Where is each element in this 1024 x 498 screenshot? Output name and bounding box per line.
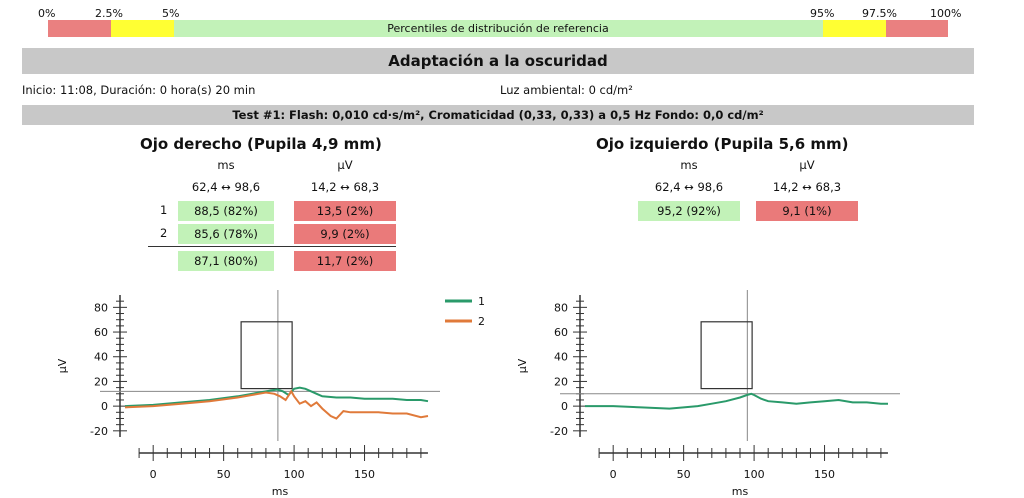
left-col-uv: µV — [799, 158, 815, 172]
pct-seg-yellow-low — [111, 20, 174, 37]
right-y-tick-label: 20 — [94, 375, 108, 388]
right-row2-ms: 85,6 (78%) — [178, 224, 274, 244]
right-y-tick-label: 40 — [94, 351, 108, 364]
right-y-tick-label: -20 — [90, 425, 108, 438]
left-x-tick-label: 50 — [677, 468, 691, 481]
right-range-ms: 62,4 ↔ 98,6 — [191, 180, 261, 194]
right-y-tick-label: 60 — [94, 326, 108, 339]
right-mean-divider — [148, 246, 396, 247]
right-x-tick-label: 50 — [217, 468, 231, 481]
right-y-axis-label: µV — [56, 358, 69, 373]
left-x-tick-label: 0 — [610, 468, 617, 481]
pct-label-5: 5% — [162, 7, 180, 20]
test-info: Test #1: Flash: 0,010 cd·s/m², Cromatici… — [22, 105, 974, 125]
pct-label-97-5: 97.5% — [862, 7, 897, 20]
right-col-uv: µV — [337, 158, 353, 172]
left-eye-title: Ojo izquierdo (Pupila 5,6 mm) — [596, 135, 849, 153]
right-x-tick-label: 100 — [284, 468, 305, 481]
left-reference-box — [700, 321, 753, 390]
left-y-tick-label: 60 — [554, 326, 568, 339]
left-row1-ms: 95,2 (92%) — [638, 201, 740, 221]
right-col-ms: ms — [217, 158, 235, 172]
pct-seg-yellow-high — [823, 20, 886, 37]
left-x-axis-label: ms — [732, 485, 749, 498]
right-x-tick-label: 150 — [354, 468, 375, 481]
left-y-tick-label: 40 — [554, 351, 568, 364]
left-y-tick-label: -20 — [550, 425, 568, 438]
pct-label-95: 95% — [810, 7, 835, 20]
left-range-ms: 62,4 ↔ 98,6 — [654, 180, 724, 194]
right-mean-uv: 11,7 (2%) — [294, 251, 396, 271]
left-y-tick-label: 20 — [554, 375, 568, 388]
right-reference-box — [240, 321, 293, 390]
page-title: Adaptación a la oscuridad — [22, 48, 974, 74]
pct-seg-red-low — [48, 20, 111, 37]
right-row-label-1: 1 — [160, 203, 168, 217]
pct-label-100: 100% — [930, 7, 962, 20]
right-row-label-2: 2 — [160, 226, 168, 240]
left-y-axis-label: µV — [516, 358, 529, 373]
right-eye-title: Ojo derecho (Pupila 4,9 mm) — [140, 135, 382, 153]
right-x-axis-label: ms — [272, 485, 289, 498]
right-y-tick-label: 0 — [101, 400, 108, 413]
ambient-light: Luz ambiental: 0 cd/m² — [500, 83, 633, 97]
left-series-1 — [585, 392, 888, 410]
right-row1-ms: 88,5 (82%) — [178, 201, 274, 221]
pct-seg-green — [174, 20, 823, 37]
start-info: Inicio: 11:08, Duración: 0 hora(s) 20 mi… — [22, 83, 256, 97]
pct-label-0: 0% — [38, 7, 56, 20]
right-x-tick-label: 0 — [150, 468, 157, 481]
left-y-tick-label: 80 — [554, 301, 568, 314]
left-row1-uv: 9,1 (1%) — [756, 201, 858, 221]
left-range-uv: 14,2 ↔ 68,3 — [772, 180, 842, 194]
right-legend-label-1: 1 — [478, 295, 485, 308]
pct-label-2-5: 2.5% — [95, 7, 123, 20]
left-y-tick-label: 0 — [561, 400, 568, 413]
right-row2-uv: 9,9 (2%) — [294, 224, 396, 244]
right-range-uv: 14,2 ↔ 68,3 — [310, 180, 380, 194]
right-series-2 — [124, 389, 429, 420]
left-col-ms: ms — [680, 158, 698, 172]
right-y-tick-label: 80 — [94, 301, 108, 314]
percentile-title: Percentiles de distribución de referenci… — [387, 22, 609, 35]
right-legend-label-2: 2 — [478, 315, 485, 328]
right-mean-ms: 87,1 (80%) — [178, 251, 274, 271]
right-row1-uv: 13,5 (2%) — [294, 201, 396, 221]
right-series-1 — [124, 386, 429, 408]
left-eye-chart: 80 60 40 20 0 -20 µV 0 50 100 150 ms — [516, 290, 900, 498]
left-x-tick-label: 150 — [814, 468, 835, 481]
left-x-tick-label: 100 — [744, 468, 765, 481]
right-eye-chart: 80 60 40 20 0 -20 µV 0 50 100 150 ms 1 2 — [56, 290, 485, 498]
pct-seg-red-high — [886, 20, 948, 37]
